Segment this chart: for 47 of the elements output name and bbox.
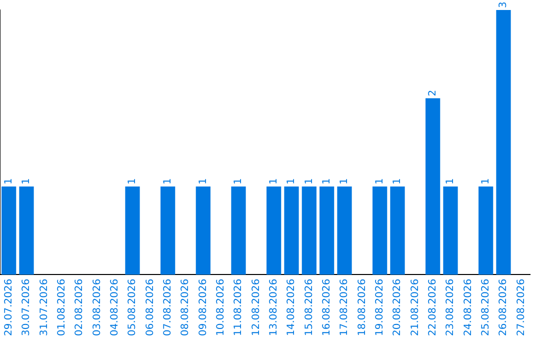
data-label: 1	[268, 178, 280, 184]
x-tick-label: 05.08.2026	[127, 278, 138, 336]
x-tick-label: 12.08.2026	[250, 278, 262, 336]
data-label: 1	[374, 178, 386, 184]
x-tick-label: 26.08.2026	[498, 278, 510, 336]
x-tick-label: 07.08.2026	[162, 278, 174, 336]
x-tick-label: 08.08.2026	[180, 278, 192, 336]
data-label: 1	[162, 178, 174, 184]
x-tick-label: 17.08.2026	[339, 278, 350, 336]
x-tick-label: 06.08.2026	[144, 278, 156, 336]
x-tick-label: 22.08.2026	[427, 278, 438, 336]
x-tick-label: 13.08.2026	[268, 278, 280, 336]
data-label: 1	[480, 178, 492, 184]
x-tick-label: 23.08.2026	[445, 278, 456, 336]
x-tick-label: 09.08.2026	[198, 278, 209, 336]
x-tick-label: 04.08.2026	[109, 278, 120, 336]
x-tick-label: 27.08.2026	[516, 278, 527, 336]
data-label: 1	[304, 178, 315, 184]
data-label: 1	[286, 178, 298, 184]
x-tick-label: 20.08.2026	[392, 278, 404, 336]
x-tick-label: 31.07.2026	[38, 278, 50, 336]
x-tick-label: 03.08.2026	[92, 278, 103, 336]
data-label: 1	[198, 178, 209, 184]
x-tick-label: 19.08.2026	[374, 278, 386, 336]
x-tick-label: 30.07.2026	[21, 278, 32, 336]
data-label: 1	[21, 178, 32, 184]
data-label: 1	[392, 178, 404, 184]
data-label: 3	[498, 2, 510, 8]
data-label: 1	[321, 178, 332, 184]
x-tick-label: 11.08.2026	[233, 278, 244, 336]
x-tick-label: 29.07.2026	[3, 278, 14, 336]
x-tick-label: 14.08.2026	[286, 278, 298, 336]
data-label: 1	[127, 178, 138, 184]
data-label: 1	[339, 178, 350, 184]
x-tick-label: 15.08.2026	[304, 278, 315, 336]
x-tick-label: 24.08.2026	[462, 278, 474, 336]
data-label: 2	[427, 90, 438, 96]
x-tick-label: 02.08.2026	[74, 278, 86, 336]
x-tick-label: 18.08.2026	[356, 278, 368, 336]
x-tick-label: 16.08.2026	[321, 278, 332, 336]
data-label: 1	[445, 178, 456, 184]
x-tick-label: 01.08.2026	[56, 278, 68, 336]
x-tick-label: 10.08.2026	[215, 278, 226, 336]
data-label: 1	[233, 178, 244, 184]
x-tick-label: 21.08.2026	[410, 278, 421, 336]
data-label: 1	[3, 178, 14, 184]
x-tick-label: 25.08.2026	[480, 278, 492, 336]
